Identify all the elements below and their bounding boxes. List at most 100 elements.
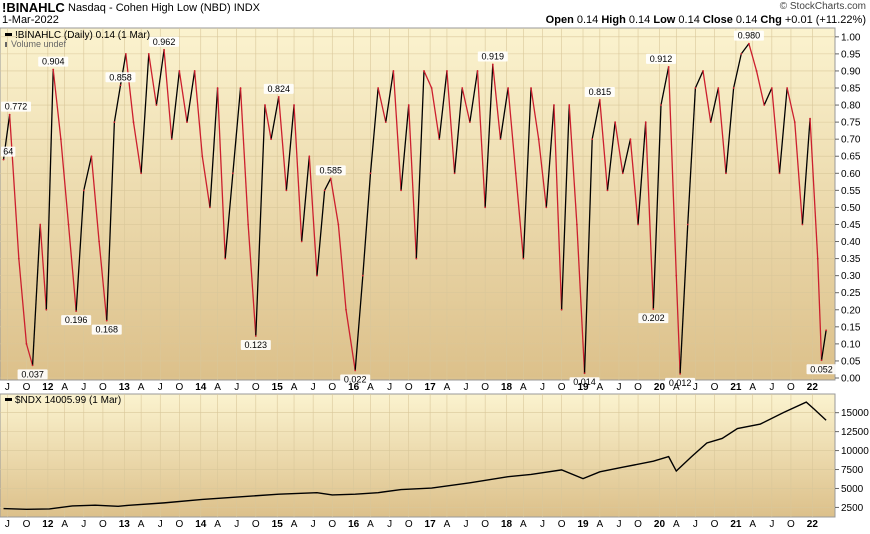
lower-x-tick-label: O xyxy=(405,519,413,530)
data-point xyxy=(201,155,204,158)
lower-x-tick-label: 13 xyxy=(119,519,131,530)
value-annotation: 0.014 xyxy=(569,377,600,388)
data-point xyxy=(423,70,425,72)
annotation-label: 0.123 xyxy=(245,340,268,350)
data-point xyxy=(369,172,372,175)
series-segment xyxy=(308,156,318,276)
series-segment xyxy=(171,70,181,140)
data-point xyxy=(8,113,11,116)
upper-x-tick-label: J xyxy=(540,382,545,393)
data-point xyxy=(793,121,796,124)
annotation-label: 0.904 xyxy=(42,57,65,67)
lower-y-axis: 2500 5000 7500 10000 12500 15000 xyxy=(835,408,869,514)
lower-x-tick-label: J xyxy=(464,519,469,530)
value-annotation: 64 xyxy=(0,146,16,157)
data-point xyxy=(446,70,448,72)
upper-legend-volume: Volume undef xyxy=(11,39,67,49)
series-segment xyxy=(148,53,158,106)
data-point xyxy=(679,373,682,375)
upper-y-tick-label: 0.45 xyxy=(841,220,861,231)
data-point xyxy=(216,87,219,89)
series-segment xyxy=(316,190,326,276)
data-point xyxy=(132,121,135,124)
data-point xyxy=(224,257,227,260)
data-point xyxy=(702,70,704,72)
value-annotation: 0.962 xyxy=(149,36,180,47)
lower-x-tick-label: A xyxy=(596,519,603,530)
lower-x-tick-label: J xyxy=(311,519,316,530)
annotation-label: 0.980 xyxy=(738,31,761,41)
series-segment xyxy=(817,258,823,361)
data-point xyxy=(25,342,28,345)
upper-x-tick-label: 13 xyxy=(119,382,131,393)
series-segment xyxy=(125,53,135,123)
annotation-box xyxy=(91,324,122,335)
data-point xyxy=(786,87,789,89)
data-point xyxy=(575,223,578,226)
series-segment xyxy=(675,275,681,374)
data-point xyxy=(717,87,720,89)
lower-x-tick-label: 21 xyxy=(730,519,742,530)
data-point xyxy=(354,369,357,372)
value-annotation: 0.980 xyxy=(733,30,764,41)
series-segment xyxy=(392,70,402,191)
series-segment xyxy=(278,96,288,191)
upper-y-tick-label: 0.55 xyxy=(841,186,861,197)
data-point xyxy=(652,308,655,310)
annotation-box xyxy=(61,315,92,326)
lower-x-tick-label: J xyxy=(616,519,621,530)
lower-x-tick-label: 17 xyxy=(425,519,437,530)
data-point xyxy=(522,257,525,260)
value-annotation: 0.052 xyxy=(806,364,837,375)
data-point xyxy=(52,68,55,71)
series-segment xyxy=(652,105,662,310)
upper-x-tick-label: O xyxy=(481,382,489,393)
series-segment xyxy=(809,118,819,259)
series-segment xyxy=(476,70,486,208)
upper-y-tick-label: 0.80 xyxy=(841,101,861,112)
series-segment xyxy=(83,156,93,191)
data-point xyxy=(323,189,326,192)
upper-y-tick-label: 0.00 xyxy=(841,374,861,385)
annotation-box xyxy=(340,374,371,385)
upper-x-tick-label: O xyxy=(175,382,183,393)
lower-y-tick-label: 12500 xyxy=(841,427,869,438)
series-segment xyxy=(140,53,150,174)
lower-legend-text: $NDX 14005.99 (1 Mar) xyxy=(15,395,121,406)
annotation-box xyxy=(806,364,837,375)
data-point xyxy=(637,223,639,226)
upper-x-tick-label: J xyxy=(464,382,469,393)
series-segment xyxy=(60,139,70,225)
series-segment xyxy=(606,122,616,191)
series-segment xyxy=(755,70,765,106)
legend-swatch-line xyxy=(5,33,12,36)
data-point xyxy=(644,121,647,124)
upper-y-tick-label: 0.70 xyxy=(841,135,861,146)
upper-y-tick-label: 0.20 xyxy=(841,305,861,316)
lower-x-tick-label: J xyxy=(769,519,774,530)
upper-x-tick-label: 16 xyxy=(348,382,360,393)
series-segment xyxy=(362,173,372,276)
upper-x-tick-label: O xyxy=(787,382,795,393)
value-annotation: 0.904 xyxy=(38,56,69,67)
upper-y-tick-label: 0.50 xyxy=(841,203,861,214)
data-point xyxy=(316,274,318,277)
data-point xyxy=(709,121,712,124)
upper-x-tick-label: A xyxy=(444,382,451,393)
cohen-high-low-series xyxy=(2,42,828,375)
annotation-label: 0.202 xyxy=(642,313,665,323)
data-point xyxy=(499,138,502,141)
ndx-line xyxy=(3,401,827,511)
data-point xyxy=(476,70,479,72)
lower-x-tick-label: A xyxy=(520,519,527,530)
upper-x-tick-label: A xyxy=(61,382,68,393)
lower-x-tick-label: O xyxy=(175,519,183,530)
symbol-title: !BINAHLC xyxy=(2,0,65,15)
data-point xyxy=(825,329,828,332)
lower-x-tick-label: 18 xyxy=(501,519,513,530)
annotation-box xyxy=(240,340,271,351)
upper-x-tick-label: A xyxy=(367,382,374,393)
annotation-label: 0.962 xyxy=(153,37,176,47)
series-segment xyxy=(599,99,609,191)
series-segment xyxy=(771,87,781,174)
